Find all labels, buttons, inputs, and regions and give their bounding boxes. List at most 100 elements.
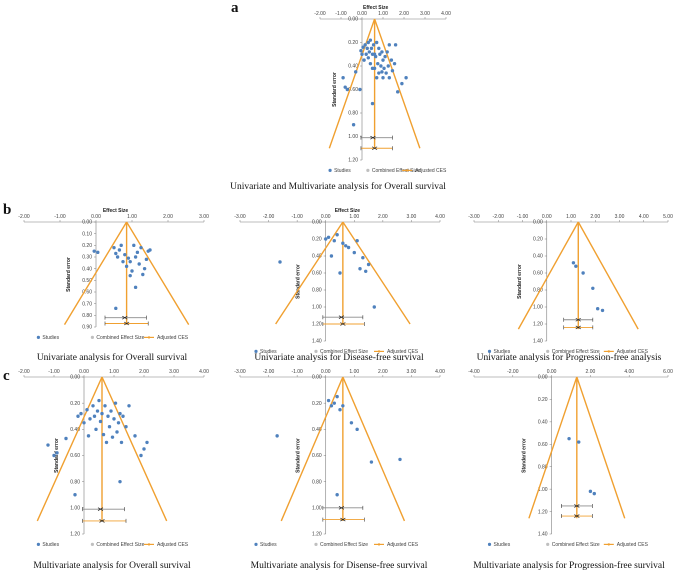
legend-combined-label: Combined Effect Size [96, 542, 144, 548]
y-tick-label: 1.20 [312, 322, 322, 328]
study-point [577, 440, 581, 444]
study-point [355, 239, 359, 243]
y-tick-label: 0.40 [348, 64, 358, 70]
study-point [361, 256, 365, 260]
y-axis-title: Standard error [522, 438, 528, 473]
study-point [382, 66, 386, 71]
study-point [46, 443, 50, 447]
y-tick-label: 0.00 [82, 220, 92, 226]
x-tick-label: 1.00 [127, 214, 137, 220]
study-point [338, 408, 342, 412]
study-point [98, 419, 103, 424]
study-point [119, 440, 124, 445]
study-point [338, 271, 342, 275]
y-tick-label: 1.00 [538, 487, 548, 493]
study-point [114, 306, 118, 311]
x-tick-label: -1.00 [517, 214, 529, 220]
study-point [351, 123, 356, 127]
y-tick-label: 0.40 [312, 427, 322, 433]
study-point [106, 414, 110, 418]
legend-combined-label: Combined Effect Size [372, 168, 420, 174]
x-tick-label: 4.00 [441, 11, 451, 17]
study-point [380, 50, 384, 54]
study-point [349, 421, 354, 425]
panel-letter-b: b [3, 202, 12, 218]
y-tick-label: 0.70 [82, 301, 92, 307]
study-point [128, 273, 132, 278]
study-point [383, 54, 387, 59]
x-tick-label: 2.00 [378, 214, 388, 220]
study-point [91, 404, 95, 408]
y-tick-label: 0.20 [70, 401, 80, 407]
ci-arrow-right [101, 519, 105, 523]
x-tick-label: 4.00 [435, 369, 445, 375]
study-point [595, 307, 600, 311]
funnel-right-line [373, 18, 421, 149]
legend-adjusted-label: Adjusted CES [415, 168, 447, 174]
study-point [372, 305, 376, 309]
x-tick-label: -3.00 [234, 369, 246, 375]
ci-arrow-right [577, 317, 581, 322]
study-point [581, 271, 585, 275]
study-point [55, 451, 59, 455]
legend-combined-label: Combined Effect Size [552, 542, 600, 548]
x-axis-title: Effect Size [103, 208, 129, 214]
legend-adjusted-label: Adjusted CES [157, 542, 189, 548]
study-point [104, 440, 109, 445]
x-tick-label: 3.00 [407, 369, 417, 375]
study-point [400, 81, 404, 86]
x-tick-label: 4.00 [435, 214, 445, 220]
ci-arrow-right [99, 507, 104, 511]
y-tick-label: 0.60 [538, 442, 548, 448]
y-tick-label: 1.40 [538, 532, 548, 538]
y-axis-title: Standard error [66, 257, 72, 292]
study-point [133, 255, 138, 259]
study-point [343, 85, 347, 89]
ci-arrow-right [577, 325, 581, 330]
legend-combined-label: Combined Effect Size [320, 349, 368, 355]
study-point [364, 52, 368, 56]
x-tick-label: 5.00 [663, 214, 673, 220]
study-point [114, 251, 118, 256]
study-point [365, 46, 369, 51]
x-tick-label: 2.00 [399, 11, 409, 17]
study-point [92, 249, 96, 253]
legend-adjusted-marker [607, 543, 610, 546]
study-point [112, 417, 116, 421]
y-tick-label: 1.40 [533, 339, 543, 345]
legend-adjusted-label: Adjusted CES [157, 335, 189, 341]
x-tick-label: 1.00 [349, 214, 359, 220]
study-point [82, 421, 86, 425]
y-tick-label: 1.00 [533, 305, 543, 311]
study-point [118, 411, 122, 416]
study-point [375, 76, 379, 80]
x-tick-label: 0.00 [321, 214, 331, 220]
funnel-left-line [275, 221, 344, 325]
funnel-plot-c2: -3.00 -2.00 -1.00 0.00 1.00 2.00 3.00 4.00 0.00 0… [234, 369, 445, 548]
y-tick-label: 1.00 [312, 305, 322, 311]
x-tick-label: 1.00 [566, 214, 576, 220]
x-tick-label: 1.00 [349, 369, 359, 375]
study-point [600, 308, 605, 313]
y-axis-title: Standard error [296, 438, 302, 473]
legend-adjusted-label: Adjusted CES [617, 542, 649, 548]
study-point [144, 257, 149, 262]
y-tick-label: 0.40 [312, 254, 322, 260]
x-tick-label: 0.00 [91, 214, 101, 220]
caption-b2: Univariate analysis for Disease-free sur… [254, 353, 424, 363]
study-point [139, 453, 143, 458]
study-point [275, 434, 279, 438]
legend-studies-marker [36, 335, 40, 339]
study-point [360, 52, 364, 56]
study-point [387, 76, 391, 80]
study-point [377, 46, 381, 51]
study-point [119, 243, 123, 248]
study-point [574, 264, 578, 268]
study-point [335, 493, 339, 497]
x-tick-label: 4.00 [624, 369, 634, 375]
study-point [95, 409, 100, 413]
x-tick-label: 0.00 [79, 369, 89, 375]
y-tick-label: 0.80 [533, 288, 543, 294]
caption-c3: Multivariate analysis for Progression-fr… [473, 561, 665, 571]
study-point [110, 435, 115, 439]
